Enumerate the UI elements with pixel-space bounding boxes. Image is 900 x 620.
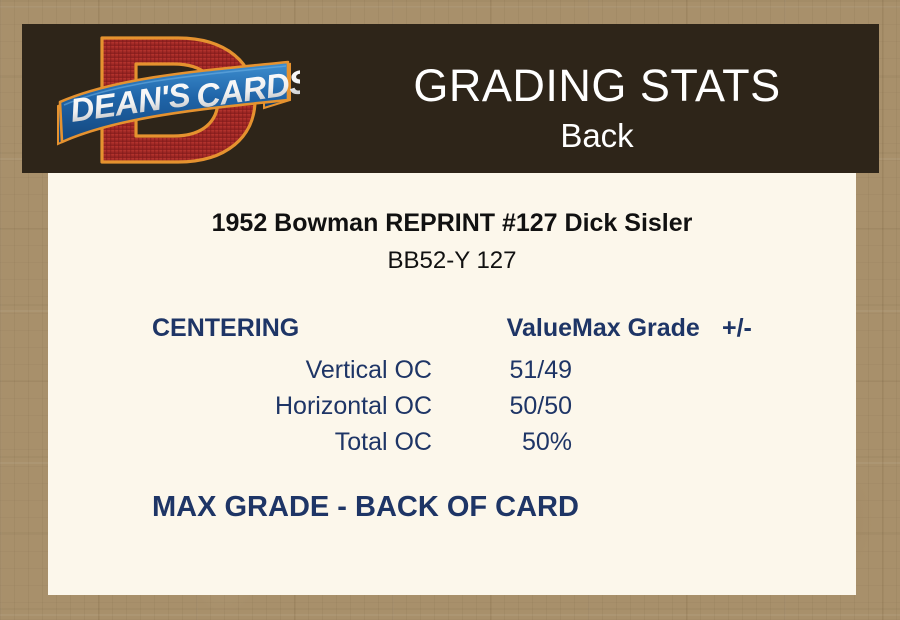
content-panel: 1952 Bowman REPRINT #127 Dick Sisler BB5… — [48, 173, 856, 595]
table-row: Horizontal OC 50/50 — [152, 388, 832, 424]
max-grade-section-heading: MAX GRADE - BACK OF CARD — [152, 491, 579, 523]
column-header-centering: CENTERING — [152, 314, 300, 342]
table-row: Vertical OC 51/49 — [152, 352, 832, 388]
row-plus-minus — [722, 388, 832, 424]
table-row: Total OC 50% — [152, 424, 832, 460]
row-max-grade — [572, 388, 722, 424]
row-label: Total OC — [334, 428, 432, 456]
header-bar: DEAN'S CARDS GRADING STATS Back — [22, 24, 879, 173]
centering-stats-table: CENTERING Value Max Grade +/- Vertical O… — [152, 310, 832, 460]
column-header-value: Value — [506, 314, 572, 342]
row-max-grade — [572, 424, 722, 460]
row-max-grade — [572, 352, 722, 388]
page-title: GRADING STATS — [413, 60, 781, 111]
row-label: Vertical OC — [305, 356, 432, 384]
row-value: 51/49 — [509, 356, 572, 384]
column-header-plus-minus: +/- — [722, 314, 752, 342]
column-header-max-grade: Max Grade — [572, 314, 700, 342]
row-plus-minus — [722, 352, 832, 388]
card-title: 1952 Bowman REPRINT #127 Dick Sisler — [211, 209, 693, 237]
deans-cards-logo[interactable]: DEAN'S CARDS — [50, 30, 300, 170]
table-header-row: CENTERING Value Max Grade +/- — [152, 310, 832, 352]
row-value: 50% — [521, 428, 572, 456]
row-value: 50/50 — [509, 392, 572, 420]
page-subtitle: Back — [560, 117, 634, 154]
logo-ribbon-banner — [58, 60, 290, 144]
row-plus-minus — [722, 424, 832, 460]
row-label: Horizontal OC — [275, 392, 432, 420]
card-sku: BB52-Y 127 — [387, 247, 517, 274]
